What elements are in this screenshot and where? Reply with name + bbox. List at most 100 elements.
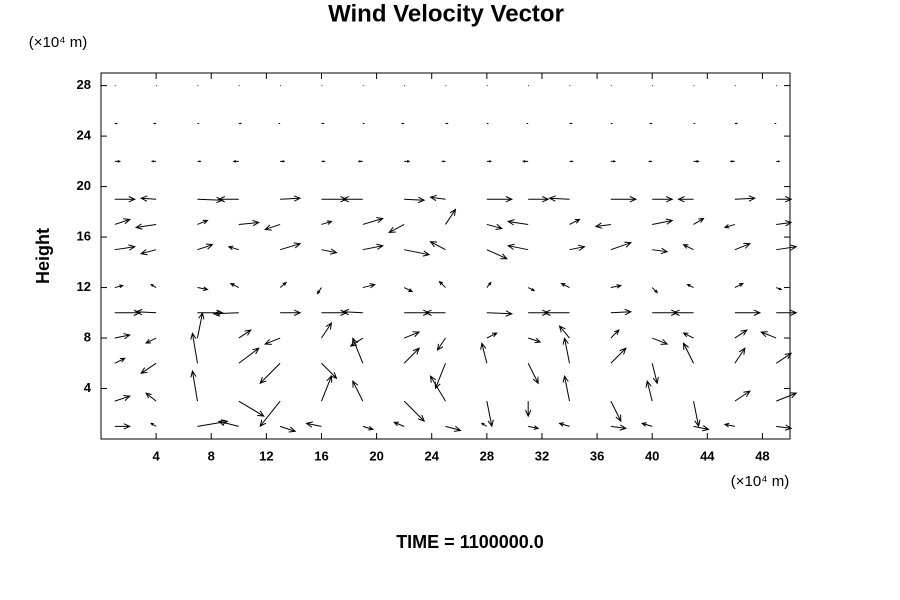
wind-vector (429, 241, 446, 251)
wind-vector (558, 422, 570, 427)
wind-vector (232, 159, 239, 163)
wind-vector (150, 160, 157, 163)
wind-vector (734, 122, 739, 125)
wind-vector (190, 332, 198, 364)
wind-vector (610, 329, 620, 339)
wind-vector (321, 248, 338, 255)
wind-vector (197, 286, 209, 292)
wind-vector (486, 249, 508, 260)
wind-vector (525, 401, 532, 418)
wind-vector (693, 217, 705, 225)
wind-vector (528, 337, 542, 344)
wind-vector (594, 222, 611, 229)
wind-vector (424, 309, 446, 316)
wind-vector (238, 400, 265, 417)
wind-vector (393, 421, 405, 427)
wind-vector (776, 287, 783, 291)
wind-vector (677, 196, 694, 203)
time-annotation: TIME = 1100000.0 (396, 532, 544, 552)
wind-vector (486, 332, 498, 339)
x-tick-label: 28 (480, 448, 494, 463)
wind-vector (404, 196, 426, 204)
x-tick-label: 24 (424, 448, 439, 463)
wind-vector (139, 249, 157, 256)
wind-vector (610, 284, 623, 289)
x-tick-label: 48 (755, 448, 769, 463)
wind-vector (776, 309, 798, 316)
wind-vector (723, 223, 736, 229)
x-tick-label: 36 (590, 448, 604, 463)
wind-vector (569, 160, 574, 163)
wind-vector (114, 122, 118, 125)
wind-vector (527, 363, 539, 385)
wind-vector (775, 352, 793, 364)
wind-vector (197, 219, 209, 225)
wind-vector (734, 390, 751, 402)
wind-vector (190, 369, 198, 402)
wind-vector (352, 380, 364, 402)
wind-vector (734, 195, 757, 202)
wind-vector (114, 333, 131, 340)
wind-vector (259, 362, 281, 385)
wind-vector (341, 196, 363, 203)
wind-vector (197, 160, 202, 163)
wind-vector (486, 401, 494, 428)
wind-vector (263, 223, 281, 231)
chart-title: Wind Velocity Vector (328, 0, 564, 27)
wind-vector (610, 241, 633, 251)
wind-vector (480, 342, 488, 364)
wind-vector (197, 196, 224, 204)
wind-vector (114, 357, 126, 364)
wind-vector (280, 309, 302, 316)
wind-vector (543, 309, 570, 316)
wind-vector (506, 243, 529, 251)
wind-vector (305, 421, 322, 428)
wind-vector (404, 159, 411, 163)
wind-vector (776, 160, 781, 163)
wind-vector (562, 374, 571, 402)
x-tick-label: 8 (208, 448, 215, 463)
wind-vector (264, 337, 281, 345)
wind-vector (652, 247, 669, 255)
wind-vector (197, 243, 214, 251)
wind-vector (610, 400, 622, 423)
wind-vector (776, 424, 793, 431)
wind-vector (434, 363, 446, 390)
wind-vector (610, 347, 627, 364)
wind-vector (610, 160, 617, 163)
wind-vector (734, 309, 762, 316)
wind-vector (647, 160, 653, 163)
wind-vector (316, 287, 322, 295)
wind-vector (341, 308, 363, 316)
wind-vector (321, 309, 348, 316)
wind-vector (212, 310, 239, 317)
wind-vector (196, 311, 205, 339)
wind-vector (280, 160, 286, 163)
wind-vector (362, 283, 377, 289)
wind-vector (321, 220, 333, 225)
wind-vector (362, 425, 374, 431)
wind-vector (134, 223, 157, 230)
wind-vector (521, 159, 529, 163)
wind-vector (723, 422, 735, 428)
wind-vector (486, 196, 514, 203)
x-tick-label: 4 (153, 448, 161, 463)
wind-vector (357, 160, 363, 163)
wind-vector (259, 400, 281, 428)
y-tick-label: 8 (84, 329, 91, 344)
wind-vector (610, 308, 633, 316)
wind-vector (528, 196, 550, 203)
wind-vector (480, 422, 488, 427)
wind-vector (150, 422, 157, 427)
wind-vector (729, 160, 735, 163)
wind-vector (441, 160, 446, 163)
wind-vector (682, 342, 694, 364)
wind-vector (145, 392, 157, 402)
wind-vector (139, 195, 157, 202)
wind-vector (652, 196, 674, 203)
wind-vector (776, 392, 798, 402)
wind-vector (445, 425, 462, 432)
wind-vector (238, 122, 243, 125)
wind-vector (217, 196, 239, 203)
wind-vector (641, 422, 653, 427)
